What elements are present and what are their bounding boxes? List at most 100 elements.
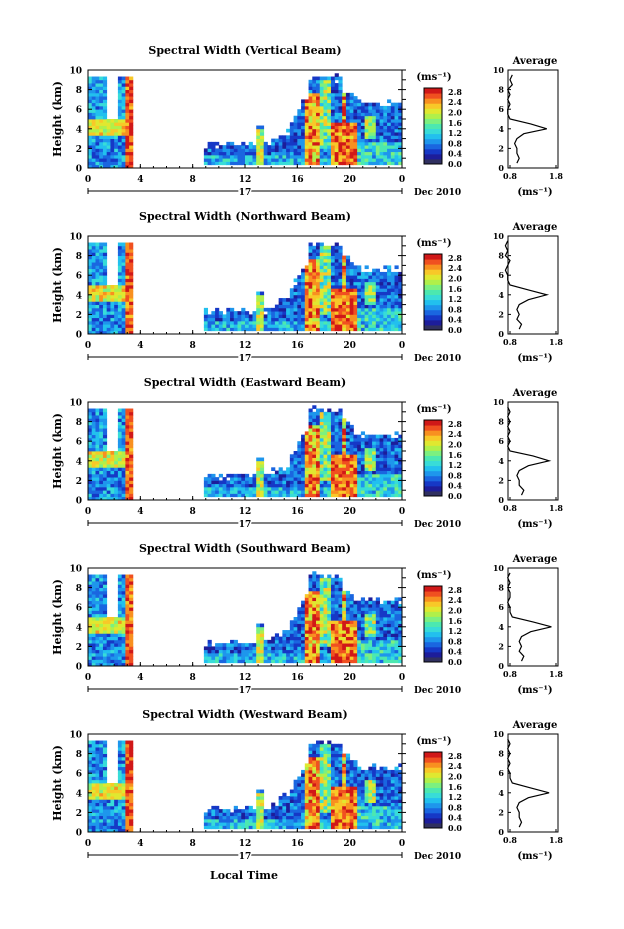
heatmap-cell bbox=[91, 447, 96, 452]
heatmap-cell bbox=[342, 298, 347, 302]
heatmap-cell bbox=[349, 649, 354, 654]
heatmap-cell bbox=[88, 298, 93, 302]
heatmap-cell bbox=[117, 587, 123, 592]
heatmap-cell bbox=[297, 457, 302, 462]
heatmap-cell bbox=[372, 148, 377, 153]
heatmap-cell bbox=[390, 457, 395, 462]
heatmap-cell bbox=[88, 242, 93, 247]
heatmap-cell bbox=[99, 128, 104, 133]
heatmap-cell bbox=[383, 151, 388, 156]
heatmap-cell bbox=[308, 584, 313, 588]
heatmap-cell bbox=[99, 252, 104, 256]
heatmap-cell bbox=[293, 473, 298, 478]
heatmap-cell bbox=[95, 105, 100, 110]
heatmap-cell bbox=[349, 613, 354, 618]
heatmap-cell bbox=[379, 434, 384, 439]
heatmap-cell bbox=[95, 818, 100, 823]
colorbar-tick-label: 0.8 bbox=[448, 470, 462, 480]
heatmap-cell bbox=[387, 288, 392, 292]
heatmap-cell bbox=[375, 271, 380, 276]
heatmap-cell bbox=[245, 652, 250, 657]
heatmap-cell bbox=[114, 617, 119, 621]
heatmap-cell bbox=[256, 477, 261, 481]
heatmap-cell bbox=[263, 148, 268, 153]
heatmap-cell bbox=[256, 649, 261, 654]
heatmap-cell bbox=[368, 603, 373, 608]
heatmap-cell bbox=[129, 431, 134, 436]
heatmap-cell bbox=[308, 158, 313, 162]
heatmap-cell bbox=[91, 291, 96, 296]
heatmap-cell bbox=[88, 617, 93, 621]
heatmap-cell bbox=[117, 102, 123, 107]
heatmap-cell bbox=[338, 623, 343, 628]
heatmap-cell bbox=[398, 646, 403, 651]
heatmap-cell bbox=[263, 486, 268, 491]
heatmap-cell bbox=[368, 633, 373, 637]
heatmap-cell bbox=[353, 441, 358, 445]
heatmap-cell bbox=[308, 138, 313, 143]
heatmap-cell bbox=[342, 294, 347, 299]
heatmap-cell bbox=[91, 812, 96, 817]
heatmap-cell bbox=[99, 255, 104, 260]
heatmap-cell bbox=[372, 477, 377, 481]
heatmap-cell bbox=[267, 151, 272, 156]
heatmap-cell bbox=[88, 828, 93, 833]
heatmap-cell bbox=[259, 324, 265, 328]
heatmap-cell bbox=[390, 464, 395, 468]
heatmap-cell bbox=[312, 161, 317, 166]
heatmap-cell bbox=[345, 607, 351, 611]
heatmap-cell bbox=[106, 307, 111, 312]
heatmap-cell bbox=[121, 656, 126, 660]
heatmap-cell bbox=[203, 151, 209, 156]
colorbar-swatch bbox=[424, 631, 442, 638]
heatmap-cell bbox=[237, 148, 242, 153]
heatmap-cell bbox=[330, 454, 336, 458]
heatmap-cell bbox=[129, 617, 134, 621]
heatmap-cell bbox=[330, 447, 336, 452]
heatmap-cell bbox=[222, 148, 227, 153]
heatmap-cell bbox=[360, 480, 366, 485]
heatmap-cell bbox=[357, 600, 362, 605]
heatmap-cell bbox=[237, 652, 242, 657]
panel-title: Spectral Width (Westward Beam) bbox=[142, 708, 347, 721]
heatmap-cell bbox=[99, 623, 104, 628]
heatmap-cell bbox=[222, 151, 227, 156]
heatmap-cell bbox=[278, 141, 283, 146]
heatmap-cell bbox=[125, 639, 130, 644]
heatmap-cell bbox=[323, 418, 328, 422]
heatmap-cell bbox=[91, 796, 96, 800]
heatmap-cell bbox=[330, 493, 336, 498]
heatmap-cell bbox=[88, 480, 93, 485]
heatmap-cell bbox=[308, 441, 313, 445]
heatmap-cell bbox=[357, 158, 362, 162]
heatmap-cell bbox=[316, 245, 321, 250]
heatmap-cell bbox=[398, 659, 403, 664]
heatmap-cell bbox=[364, 291, 369, 296]
heatmap-cell bbox=[375, 633, 380, 637]
heatmap-cell bbox=[252, 646, 257, 651]
heatmap-cell bbox=[316, 421, 321, 426]
heatmap-cell bbox=[289, 659, 294, 664]
heatmap-cell bbox=[387, 99, 392, 104]
heatmap-cell bbox=[390, 109, 395, 113]
heatmap-cell bbox=[327, 659, 332, 664]
heatmap-cell bbox=[323, 311, 328, 315]
heatmap-cell bbox=[88, 603, 93, 608]
heatmap-cell bbox=[259, 151, 265, 156]
heatmap-cell bbox=[319, 649, 324, 654]
heatmap-cell bbox=[387, 617, 392, 621]
heatmap-cell bbox=[95, 99, 100, 104]
heatmap-cell bbox=[278, 643, 283, 647]
heatmap-cell bbox=[121, 112, 126, 117]
heatmap-cell bbox=[394, 265, 399, 270]
heatmap-cell bbox=[316, 271, 321, 276]
heatmap-cell bbox=[368, 112, 373, 117]
heatmap-cell bbox=[316, 460, 321, 465]
heatmap-cell bbox=[237, 151, 242, 156]
heatmap-cell bbox=[297, 636, 302, 641]
y-tick-label: 0 bbox=[76, 331, 82, 341]
heatmap-cell bbox=[95, 76, 100, 81]
heatmap-cell bbox=[330, 298, 336, 302]
heatmap-cell bbox=[129, 125, 134, 130]
heatmap-cell bbox=[125, 623, 130, 628]
